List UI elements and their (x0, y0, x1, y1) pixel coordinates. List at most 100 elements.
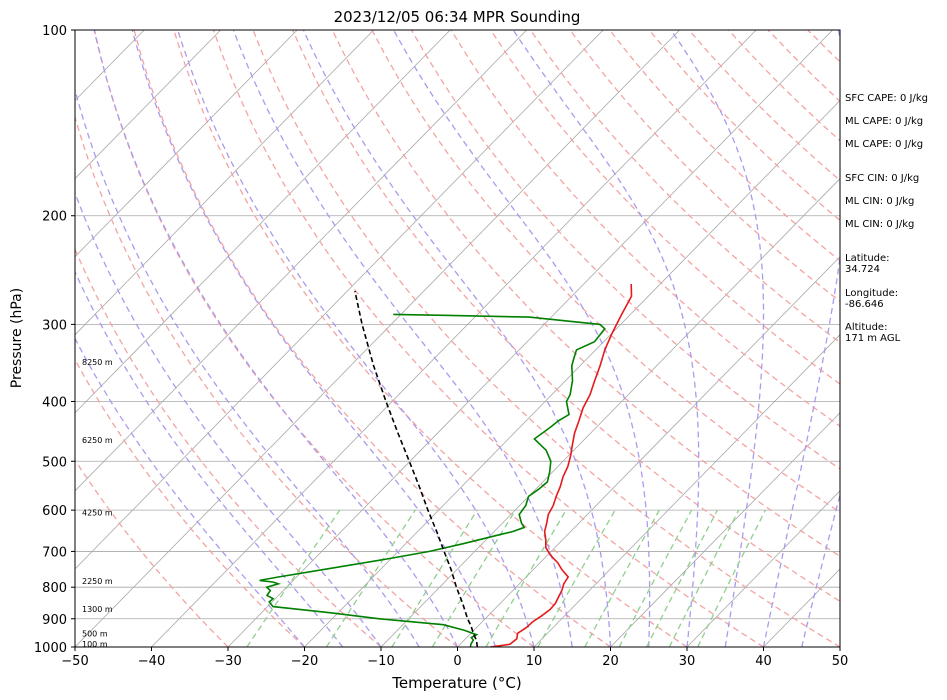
mixing-ratio-line (246, 509, 341, 647)
chart-title: 2023/12/05 06:34 MPR Sounding (334, 8, 581, 26)
moist-adiabat-line (131, 30, 497, 647)
parcel-profile-line (354, 290, 479, 647)
x-tick-label: 10 (526, 654, 543, 669)
moist-adiabat-line (232, 30, 573, 647)
x-tick-label: 20 (602, 654, 619, 669)
isotherm-line (151, 30, 757, 647)
x-tick-label: 0 (453, 654, 461, 669)
moist-adiabat-line (177, 30, 535, 647)
x-tick-label: −40 (138, 654, 165, 669)
dry-adiabat-line (75, 358, 305, 647)
ml-cape-text: ML CAPE: 0 J/kg (845, 116, 924, 127)
sfc-cin-text: SFC CIN: 0 J/kg (845, 173, 920, 184)
y-tick-label: 900 (42, 613, 67, 628)
mixing-ratio-line (485, 509, 567, 647)
isotherm-line (75, 30, 374, 336)
dry-adiabat-line (133, 30, 611, 647)
x-axis-label: Temperature (°C) (391, 674, 521, 692)
x-tick-label: −30 (214, 654, 241, 669)
x-tick-label: 50 (832, 654, 849, 669)
altitude-label: 500 m (82, 629, 108, 638)
mixing-ratio-line (431, 509, 517, 647)
x-tick-label: 40 (755, 654, 772, 669)
x-tick-label: −10 (367, 654, 394, 669)
y-tick-label: 800 (42, 581, 67, 596)
moist-adiabat-line (93, 30, 459, 647)
y-axis-ticks: 1000 900 800 700 600 500 400 300 200 100 (34, 24, 75, 656)
moist-adiabat-line (393, 30, 651, 647)
background-lines (75, 30, 840, 647)
isotherm-line (75, 30, 298, 258)
ml-cape-text-2: ML CAPE: 0 J/kg (845, 139, 924, 150)
isotherm-line (380, 178, 840, 647)
moist-adiabat-line (512, 30, 700, 647)
x-tick-label: −20 (291, 654, 318, 669)
altitude-label: 4250 m (82, 508, 113, 517)
y-tick-label: 700 (42, 545, 67, 560)
dry-adiabat-line (331, 30, 840, 558)
mixing-ratio-line (584, 509, 660, 647)
dry-adiabat-line (450, 30, 840, 427)
isotherm-line (227, 30, 833, 647)
mixing-ratio-line (325, 509, 416, 647)
dry-adiabat-line (75, 114, 458, 647)
altitude-label: 100 m (82, 640, 108, 649)
isotherm-line (75, 30, 451, 414)
altitude-labels: 100 m 500 m 1300 m 2250 m 4250 m 6250 m 8250 m (82, 358, 113, 649)
ml-cin-text-2: ML CIN: 0 J/kg (845, 219, 915, 230)
isotherm-line (75, 30, 604, 570)
dry-adiabat-line (529, 30, 840, 344)
mixing-ratio-line (646, 509, 718, 647)
dry-adiabat-line (75, 247, 382, 647)
altitude-label: 1300 m (82, 605, 113, 614)
dry-adiabat-line (410, 30, 840, 470)
altitude-label: 8250 m (82, 358, 113, 367)
isotherm-line (686, 490, 840, 647)
isotherm-line (304, 99, 840, 647)
moist-adiabat-line (75, 191, 382, 647)
y-axis-label: Pressure (hPa) (9, 288, 25, 388)
longitude-text: Longitude: -86.646 (845, 288, 899, 310)
x-tick-label: 30 (679, 654, 696, 669)
moist-adiabat-line (801, 492, 840, 647)
moist-adiabat-line (75, 87, 420, 647)
dry-adiabat-line (252, 30, 840, 647)
x-axis-ticks: −50 −40 −30 −20 −10 0 10 20 30 40 50 (61, 647, 848, 669)
moist-adiabat-line (302, 30, 612, 647)
y-tick-label: 300 (42, 318, 67, 333)
y-tick-label: 500 (42, 455, 67, 470)
isotherm-line (75, 30, 221, 180)
series-lines (259, 283, 633, 647)
dry-adiabat-line (490, 30, 840, 385)
ml-cin-text: ML CIN: 0 J/kg (845, 196, 915, 207)
isotherm-line (610, 412, 840, 647)
isotherm-line (457, 256, 840, 647)
altitude-label: 6250 m (82, 436, 113, 445)
moist-adiabat-line (670, 30, 765, 647)
altitude-text: Altitude: 171 m AGL (845, 322, 901, 344)
mixing-ratio-line (668, 509, 740, 647)
latitude-text: Latitude: 34.724 (845, 253, 890, 275)
sfc-cape-text: SFC CAPE: 0 J/kg (845, 93, 928, 104)
dry-adiabat-line (93, 30, 535, 647)
y-tick-label: 400 (42, 395, 67, 410)
dry-adiabat-line (371, 30, 840, 513)
moist-adiabat-line (762, 30, 840, 647)
mixing-ratio-line (618, 509, 693, 647)
dry-adiabat-line (173, 30, 688, 647)
altitude-label: 2250 m (82, 577, 113, 586)
mixing-ratio-line (537, 509, 616, 647)
isotherm-line (533, 334, 840, 647)
dry-adiabat-line (75, 458, 229, 647)
isotherm-line (75, 30, 527, 492)
y-tick-label: 600 (42, 504, 67, 519)
isotherm-line (75, 30, 680, 647)
mixing-ratio-line (391, 509, 478, 647)
dewpoint-profile-line (259, 313, 606, 647)
dry-adiabat-line (292, 30, 840, 603)
y-tick-label: 200 (42, 210, 67, 225)
temperature-profile-line (490, 283, 633, 647)
y-tick-label: 100 (42, 24, 67, 39)
x-tick-label: −50 (61, 654, 88, 669)
